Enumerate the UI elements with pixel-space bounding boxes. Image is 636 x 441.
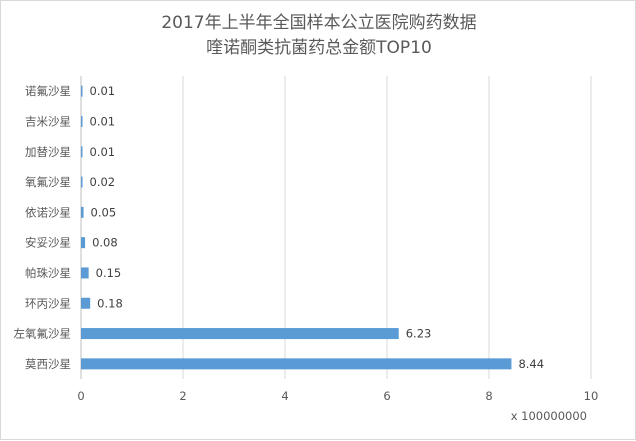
bar (81, 328, 399, 340)
bar (81, 115, 83, 127)
chart-title: 2017年上半年全国样本公立医院购药数据 (161, 13, 477, 33)
bar (81, 237, 86, 249)
data-label: 0.01 (90, 84, 116, 98)
category-label: 吉米沙星 (25, 114, 71, 128)
bar (81, 358, 512, 370)
bar (81, 267, 89, 279)
data-label: 0.08 (92, 236, 118, 250)
x-axis-unit-label: x 100000000 (511, 409, 587, 423)
data-label: 0.01 (90, 145, 116, 159)
x-tick-label: 2 (179, 389, 186, 403)
category-label: 安妥沙星 (25, 236, 71, 250)
chart-title-block: 2017年上半年全国样本公立医院购药数据 喹诺酮类抗菌药总金额TOP10 (1, 11, 636, 61)
category-label: 依诺沙星 (25, 205, 71, 219)
bar (81, 176, 83, 188)
data-label: 6.23 (406, 327, 432, 341)
data-label: 0.02 (90, 175, 116, 189)
bar (81, 297, 91, 309)
category-label: 左氧氟沙星 (14, 327, 72, 341)
bar (81, 206, 84, 218)
category-label: 加替沙星 (25, 145, 71, 159)
category-label: 莫西沙星 (25, 357, 71, 371)
category-label: 帕珠沙星 (25, 266, 71, 280)
category-label: 诺氟沙星 (25, 84, 71, 98)
x-tick-label: 0 (77, 389, 84, 403)
data-label: 0.01 (90, 114, 116, 128)
category-label: 氧氟沙星 (25, 175, 71, 189)
data-label: 0.05 (91, 205, 117, 219)
bar (81, 85, 83, 97)
bar (81, 146, 83, 158)
x-tick-label: 10 (584, 389, 599, 403)
data-label: 0.18 (97, 296, 123, 310)
data-label: 8.44 (518, 357, 544, 371)
x-tick-label: 6 (383, 389, 390, 403)
data-label: 0.15 (96, 266, 122, 280)
x-tick-label: 8 (485, 389, 492, 403)
category-label: 环丙沙星 (25, 296, 71, 310)
chart-subtitle: 喹诺酮类抗菌药总金额TOP10 (206, 38, 432, 58)
x-tick-label: 4 (281, 389, 288, 403)
